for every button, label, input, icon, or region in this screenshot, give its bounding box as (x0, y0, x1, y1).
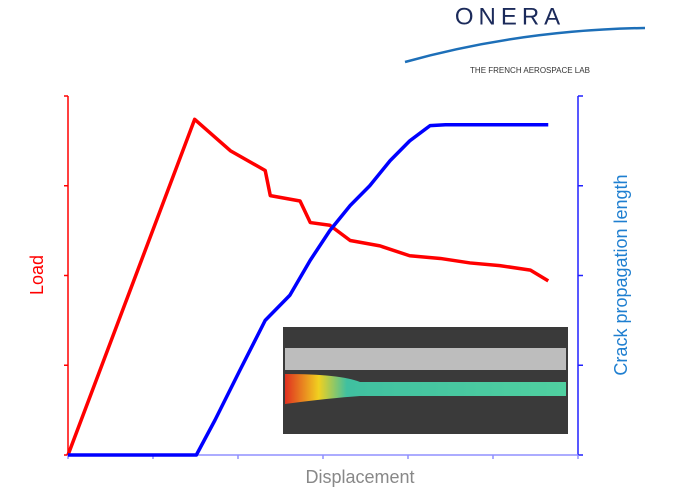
logo-tagline: THE FRENCH AEROSPACE LAB (470, 66, 590, 75)
y2-axis-label: Crack propagation length (611, 174, 631, 375)
logo: ONERA THE FRENCH AEROSPACE LAB (404, 3, 646, 75)
inset-image (283, 327, 568, 434)
logo-name: ONERA (455, 3, 565, 30)
y-axis-label: Load (27, 255, 47, 295)
logo-swoosh (404, 26, 646, 64)
x-axis-label: Displacement (305, 467, 414, 487)
inset-lower-arm (285, 374, 566, 404)
series-line (66, 117, 550, 456)
series-line (68, 122, 549, 457)
inset-upper-arm (285, 348, 566, 370)
